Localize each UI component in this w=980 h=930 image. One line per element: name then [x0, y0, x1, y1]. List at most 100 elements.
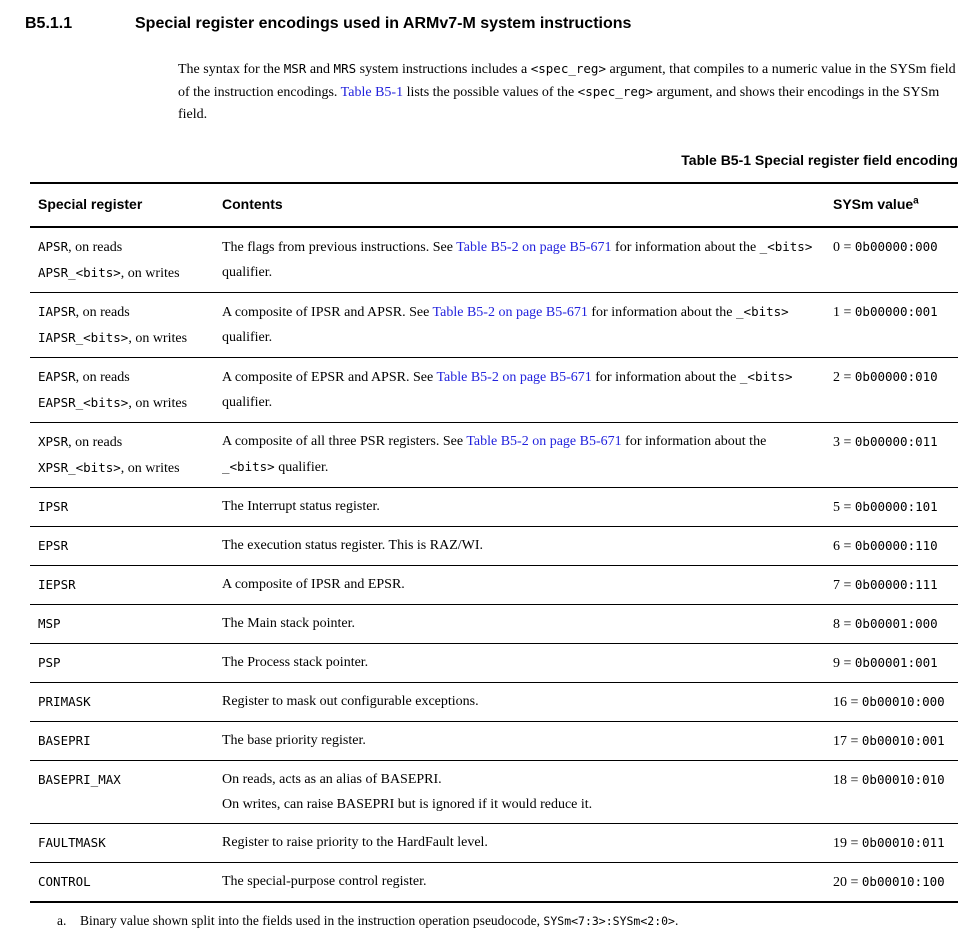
contents-cell: The base priority register.: [222, 721, 833, 761]
inline-code: APSR_<bits>: [38, 265, 121, 280]
text-segment: On reads, acts as an alias of BASEPRI.: [222, 772, 442, 787]
sysm-value-cell: 17 = 0b00010:001: [833, 721, 958, 761]
cell-line: IAPSR, on reads: [38, 299, 222, 325]
inline-code: MSR: [283, 61, 307, 76]
contents-cell: A composite of IPSR and APSR. See Table …: [222, 292, 833, 358]
register-cell: PSP: [30, 643, 222, 683]
inline-code: _<bits>: [759, 239, 813, 254]
special-register-table: Special register Contents SYSm valuea AP…: [30, 182, 958, 903]
cell-line: 1 = 0b00000:001: [833, 299, 958, 325]
text-segment: A composite of IPSR and APSR. See: [222, 305, 433, 320]
cell-line: 8 = 0b00001:000: [833, 611, 958, 637]
text-segment: 19 =: [833, 836, 862, 851]
cell-line: 5 = 0b00000:101: [833, 494, 958, 520]
text-segment: qualifier.: [222, 395, 273, 410]
contents-cell: A composite of EPSR and APSR. See Table …: [222, 357, 833, 423]
contents-cell: Register to mask out configurable except…: [222, 682, 833, 722]
cell-line: The execution status register. This is R…: [222, 533, 813, 558]
inline-code: 0b00010:001: [861, 733, 945, 748]
cell-line: 20 = 0b00010:100: [833, 869, 958, 895]
footnote-marker: a.: [57, 913, 67, 928]
text-segment: 1 =: [833, 305, 855, 320]
inline-code: FAULTMASK: [38, 835, 106, 850]
contents-cell: The Interrupt status register.: [222, 487, 833, 527]
text-segment: system instructions includes a: [356, 62, 531, 77]
text-segment: 20 =: [833, 875, 862, 890]
inline-code: 0b00000:111: [854, 577, 938, 592]
sysm-value-cell: 19 = 0b00010:011: [833, 823, 958, 863]
sysm-value-cell: 1 = 0b00000:001: [833, 292, 958, 358]
sysm-value-cell: 3 = 0b00000:011: [833, 422, 958, 488]
inline-code: _<bits>: [736, 304, 789, 319]
inline-code: EAPSR: [38, 369, 76, 384]
section-heading: B5.1.1 Special register encodings used i…: [0, 0, 980, 34]
text-segment: The flags from previous instructions. Se…: [222, 240, 457, 255]
text-segment: 9 =: [833, 656, 855, 671]
inline-code: 0b00000:101: [854, 499, 938, 514]
text-segment: 18 =: [833, 773, 862, 788]
contents-cell: The Main stack pointer.: [222, 604, 833, 644]
text-segment: lists the possible values of the: [403, 85, 578, 100]
cross-reference-link[interactable]: Table B5-2 on page B5-671: [466, 434, 622, 449]
inline-code: 0b00010:011: [861, 835, 945, 850]
cross-reference-link[interactable]: Table B5-1: [340, 85, 404, 100]
cross-reference-link[interactable]: Table B5-2 on page B5-671: [436, 370, 592, 385]
cell-line: The Main stack pointer.: [222, 611, 813, 636]
cell-line: 7 = 0b00000:111: [833, 572, 958, 598]
cell-line: 2 = 0b00000:010: [833, 364, 958, 390]
cell-line: IPSR: [38, 494, 222, 520]
text-segment: , on reads: [68, 435, 123, 450]
cell-line: 6 = 0b00000:110: [833, 533, 958, 559]
text-segment: , on writes: [128, 396, 188, 411]
table-row: BASEPRI_MAX On reads, acts as an alias of…: [30, 760, 958, 824]
table-row: IEPSR A composite of IPSR and EPSR. 7 = 0b…: [30, 565, 958, 605]
cell-line: A composite of IPSR and APSR. See Table …: [222, 299, 813, 350]
cell-line: BASEPRI_MAX: [38, 767, 222, 793]
inline-code: PRIMASK: [38, 694, 91, 709]
inline-code: 0b00000:110: [854, 538, 938, 553]
text-segment: 0 =: [833, 240, 855, 255]
text-segment: .: [674, 913, 679, 928]
cell-line: IEPSR: [38, 572, 222, 598]
text-segment: , on writes: [120, 461, 180, 476]
sysm-value-cell: 8 = 0b00001:000: [833, 604, 958, 644]
header-label: SYSm value: [833, 196, 914, 212]
cross-reference-link[interactable]: Table B5-2 on page B5-671: [432, 305, 588, 320]
table-row: IPSR The Interrupt status register. 5 = 0b…: [30, 487, 958, 527]
inline-code: MSP: [38, 616, 61, 631]
cell-line: XPSR_<bits>, on writes: [38, 455, 222, 481]
cell-line: XPSR, on reads: [38, 429, 222, 455]
text-segment: The Interrupt status register.: [222, 499, 380, 514]
section-number: B5.1.1: [25, 15, 73, 32]
cell-line: The Process stack pointer.: [222, 650, 813, 675]
register-cell: IEPSR: [30, 565, 222, 605]
table-row: CONTROL The special-purpose control regis…: [30, 863, 958, 903]
text-segment: A composite of EPSR and APSR. See: [222, 370, 437, 385]
cell-line: EAPSR_<bits>, on writes: [38, 390, 222, 416]
cell-line: 19 = 0b00010:011: [833, 830, 958, 856]
inline-code: IAPSR_<bits>: [38, 330, 129, 345]
text-segment: The syntax for the: [178, 62, 284, 77]
contents-cell: The special-purpose control register.: [222, 863, 833, 903]
section-title: Special register encodings used in ARMv7…: [135, 15, 632, 32]
inline-code: EAPSR_<bits>: [38, 395, 129, 410]
inline-code: 0b00000:000: [854, 239, 938, 254]
inline-code: BASEPRI_MAX: [38, 772, 121, 787]
cell-line: A composite of EPSR and APSR. See Table …: [222, 364, 813, 415]
header-special-register: Special register: [30, 183, 222, 228]
text-segment: , on reads: [75, 305, 130, 320]
contents-cell: The flags from previous instructions. Se…: [222, 227, 833, 293]
cell-line: PSP: [38, 650, 222, 676]
sysm-value-cell: 0 = 0b00000:000: [833, 227, 958, 293]
text-segment: and: [306, 62, 334, 77]
inline-code: MRS: [333, 61, 357, 76]
text-segment: 3 =: [833, 435, 855, 450]
text-segment: 17 =: [833, 734, 862, 749]
text-segment: 2 =: [833, 370, 855, 385]
cell-line: A composite of IPSR and EPSR.: [222, 572, 813, 597]
cross-reference-link[interactable]: Table B5-2 on page B5-671: [456, 240, 612, 255]
table-row: MSP The Main stack pointer. 8 = 0b00001:00…: [30, 604, 958, 644]
sysm-value-cell: 2 = 0b00000:010: [833, 357, 958, 423]
footnote-text: Binary value shown split into the fields…: [80, 912, 678, 930]
